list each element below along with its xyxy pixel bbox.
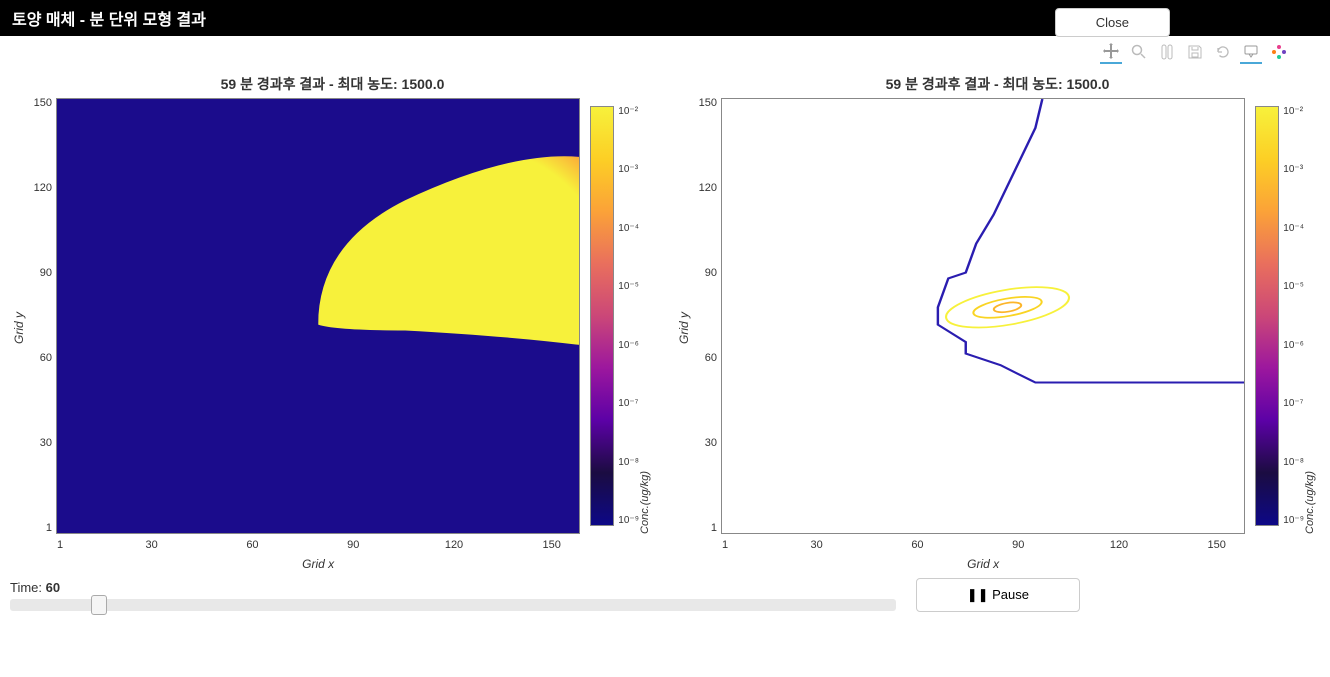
pan-icon[interactable] — [1100, 42, 1122, 64]
contour-panel: 59 분 경과후 결과 - 최대 농도: 1500.0 Grid y 150 1… — [675, 68, 1320, 558]
contour-colorbar-label: Conc.(ug/kg) — [1304, 459, 1320, 534]
contour-x-axis-label: Grid x — [722, 557, 1244, 571]
time-slider[interactable] — [10, 599, 896, 611]
reset-icon[interactable] — [1212, 42, 1234, 64]
contour-colorbar: 10⁻² 10⁻³ 10⁻⁴ 10⁻⁵ 10⁻⁶ 10⁻⁷ 10⁻⁸ 10⁻⁹ … — [1255, 98, 1320, 558]
heatmap-colorbar: 10⁻² 10⁻³ 10⁻⁴ 10⁻⁵ 10⁻⁶ 10⁻⁷ 10⁻⁸ 10⁻⁹ … — [590, 98, 655, 558]
heatmap-colorbar-ticks: 10⁻² 10⁻³ 10⁻⁴ 10⁻⁵ 10⁻⁶ 10⁻⁷ 10⁻⁸ 10⁻⁹ — [614, 98, 639, 534]
slider-thumb[interactable] — [91, 595, 107, 615]
save-icon[interactable] — [1184, 42, 1206, 64]
bokeh-logo-icon[interactable] — [1268, 42, 1290, 64]
wheel-zoom-icon[interactable] — [1156, 42, 1178, 64]
heatmap-x-axis-label: Grid x — [57, 557, 579, 571]
contour-plot-area[interactable]: 1 30 60 90 120 150 Grid x — [721, 98, 1245, 534]
heatmap-panel: 59 분 경과후 결과 - 최대 농도: 1500.0 Grid y 150 1… — [10, 68, 655, 558]
plot-toolbar — [0, 36, 1330, 68]
contour-colorbar-ticks: 10⁻² 10⁻³ 10⁻⁴ 10⁻⁵ 10⁻⁶ 10⁻⁷ 10⁻⁸ 10⁻⁹ — [1279, 98, 1304, 534]
contour-y-axis-label: Grid y — [675, 98, 693, 558]
contour-title: 59 분 경과후 결과 - 최대 농도: 1500.0 — [675, 74, 1320, 94]
heatmap-y-ticks: 150 120 90 60 30 1 — [28, 98, 56, 558]
pause-icon: ❚❚ — [967, 587, 989, 602]
close-button[interactable]: Close — [1055, 8, 1170, 37]
contour-y-ticks: 150 120 90 60 30 1 — [693, 98, 721, 558]
heatmap-y-axis-label: Grid y — [10, 98, 28, 558]
heatmap-x-ticks: 1 30 60 90 120 150 — [57, 539, 579, 551]
heatmap-title: 59 분 경과후 결과 - 최대 농도: 1500.0 — [10, 74, 655, 94]
zoom-icon[interactable] — [1128, 42, 1150, 64]
heatmap-colorbar-label: Conc.(ug/kg) — [639, 459, 655, 534]
time-slider-wrap: Time: 60 — [10, 580, 896, 611]
heatmap-plot-area[interactable]: 1 30 60 90 120 150 Grid x — [56, 98, 580, 534]
page-title: 토양 매체 - 분 단위 모형 결과 — [12, 6, 206, 30]
hover-icon[interactable] — [1240, 42, 1262, 64]
pause-button[interactable]: ❚❚ Pause — [916, 578, 1080, 612]
contour-x-ticks: 1 30 60 90 120 150 — [722, 539, 1244, 551]
time-label: Time: 60 — [10, 580, 896, 595]
plots-container: 59 분 경과후 결과 - 최대 농도: 1500.0 Grid y 150 1… — [0, 68, 1330, 558]
